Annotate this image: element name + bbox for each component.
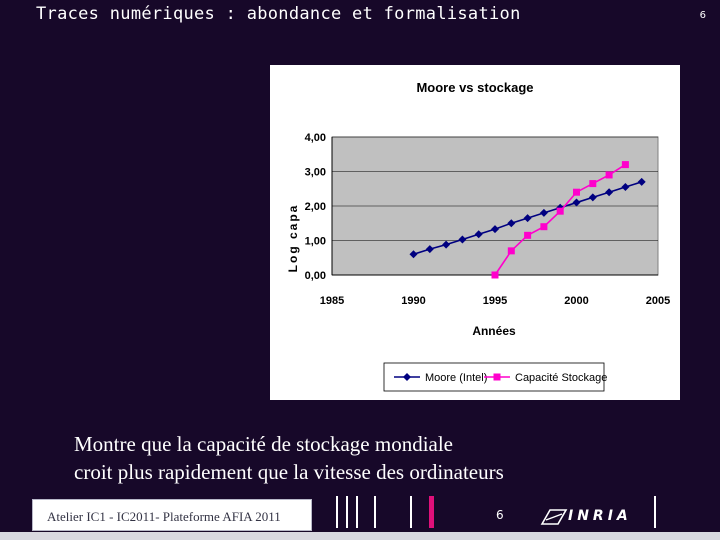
data-point: [540, 223, 548, 231]
caption-line-1: Montre que la capacité de stockage mondi…: [74, 432, 454, 456]
footer-divider: [654, 496, 656, 528]
footer-label: Atelier IC1 - IC2011- Plateforme AFIA 20…: [32, 499, 312, 531]
footer-page-number: 6: [496, 508, 504, 522]
bottom-band: [0, 532, 720, 540]
caption: Montre que la capacité de stockage mondi…: [74, 430, 674, 486]
data-point: [491, 271, 499, 279]
x-tick-label: 2005: [646, 295, 670, 307]
data-point: [523, 214, 532, 223]
legend-label: Moore (Intel): [425, 372, 487, 384]
page-number: 6: [699, 10, 706, 21]
data-point: [458, 235, 467, 244]
data-point: [637, 177, 646, 186]
data-point: [556, 207, 564, 215]
y-tick-label: 4,00: [305, 132, 326, 144]
footer-divider: [410, 496, 412, 528]
chart: Moore vs stockage 0,00 1,00 2,00 3,00 4,00 19…: [270, 65, 680, 400]
data-point: [507, 219, 516, 228]
data-point: [491, 225, 499, 234]
y-tick-label: 3,00: [305, 167, 326, 179]
y-axis-label: Log capa: [286, 204, 300, 273]
data-point: [605, 171, 613, 179]
data-point: [442, 240, 451, 249]
y-tick-label: 2,00: [305, 201, 326, 213]
legend-marker: [403, 373, 411, 381]
y-tick-label: 0,00: [305, 270, 326, 282]
footer-divider: [356, 496, 358, 528]
footer-divider: [374, 496, 376, 528]
data-point: [605, 188, 614, 197]
y-tick-label: 1,00: [305, 236, 326, 248]
data-point: [474, 230, 483, 239]
legend-marker: [493, 373, 501, 381]
caption-line-2: croit plus rapidement que la vitesse des…: [74, 460, 504, 484]
data-point: [425, 245, 434, 254]
x-tick-label: 1985: [320, 295, 344, 307]
data-point: [572, 198, 581, 207]
x-tick-label: 1995: [483, 295, 507, 307]
x-tick-label: 1990: [401, 295, 425, 307]
data-point: [588, 193, 597, 202]
chart-title: Moore vs stockage: [416, 80, 533, 95]
footer-divider: [336, 496, 338, 528]
x-axis-label: Années: [472, 324, 516, 338]
data-point: [539, 208, 548, 217]
x-tick-label: 2000: [564, 295, 588, 307]
slide-title: Traces numériques : abondance et formali…: [36, 4, 521, 24]
logo-text: INRIA: [568, 508, 632, 524]
data-point: [507, 247, 515, 255]
data-point: [621, 183, 630, 192]
footer-accent-bar: [429, 496, 434, 528]
legend-label: Capacité Stockage: [515, 372, 607, 384]
data-point: [621, 161, 629, 169]
data-point: [409, 250, 418, 259]
chart-svg: Moore vs stockage 0,00 1,00 2,00 3,00 4,00 19…: [286, 80, 670, 392]
footer: Atelier IC1 - IC2011- Plateforme AFIA 20…: [0, 496, 720, 540]
footer-divider: [346, 496, 348, 528]
data-point: [573, 188, 580, 196]
inria-logo: INRIA: [540, 506, 650, 528]
data-point: [589, 180, 597, 188]
logo-swoosh-icon: [540, 509, 568, 525]
data-point: [524, 231, 532, 239]
